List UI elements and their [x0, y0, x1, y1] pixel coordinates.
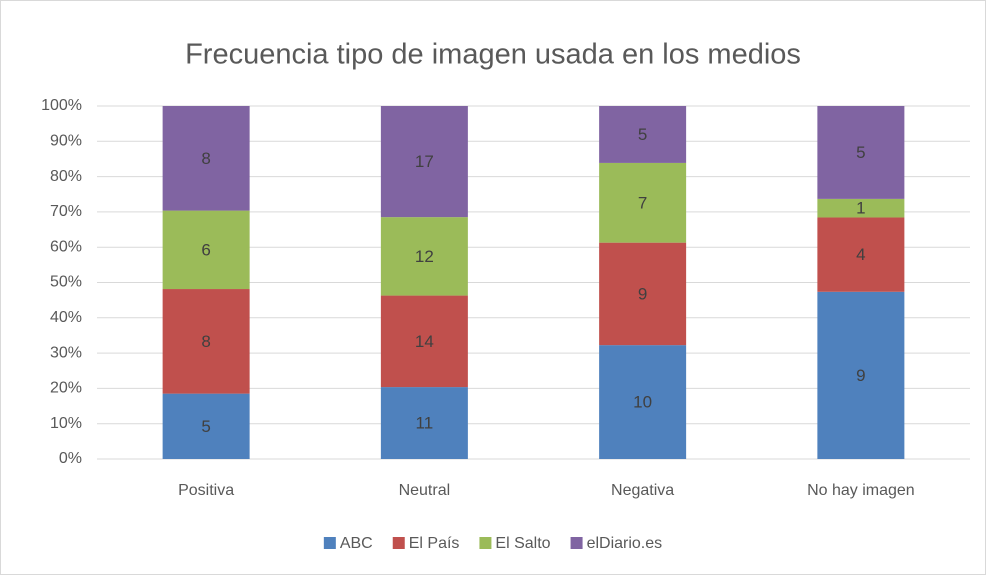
bar-segment: [380, 295, 468, 388]
data-label: 14: [415, 332, 434, 351]
data-label: 7: [638, 193, 647, 212]
bar-segment: [380, 217, 468, 296]
data-label: 9: [638, 284, 647, 303]
x-tick-label: Neutral: [399, 482, 451, 499]
bar-segment: [599, 345, 687, 459]
legend-label: ABC: [340, 535, 373, 552]
data-label: 10: [633, 393, 652, 412]
legend-label: El País: [409, 535, 460, 552]
chart-title: Frecuencia tipo de imagen usada en los m…: [185, 39, 801, 71]
y-tick-label: 30%: [50, 344, 82, 361]
bar-segment: [162, 106, 250, 211]
legend-swatch: [323, 537, 336, 549]
bar-segment: [817, 217, 905, 292]
y-tick-label: 50%: [50, 274, 82, 291]
legend-swatch: [570, 537, 583, 549]
bar-segment: [162, 393, 250, 459]
data-label: 8: [201, 149, 210, 168]
data-label: 4: [856, 245, 865, 264]
data-label: 9: [856, 366, 865, 385]
x-tick-label: Negativa: [611, 482, 674, 499]
data-label: 5: [856, 143, 865, 162]
y-tick-label: 20%: [50, 380, 82, 397]
data-label: 5: [201, 417, 210, 436]
legend-label: El Salto: [495, 535, 550, 552]
data-label: 1: [856, 199, 865, 218]
y-tick-label: 100%: [41, 97, 82, 114]
bar-segment: [817, 291, 905, 459]
legend-label: elDiario.es: [587, 535, 663, 552]
bar-segment: [380, 106, 468, 218]
bar-segment: [162, 210, 250, 290]
y-tick-label: 90%: [50, 133, 82, 150]
bar-segment: [599, 162, 687, 243]
y-tick-label: 0%: [59, 450, 82, 467]
y-tick-label: 60%: [50, 238, 82, 255]
y-tick-label: 80%: [50, 168, 82, 185]
x-tick-label: Positiva: [178, 482, 234, 499]
data-label: 17: [415, 152, 434, 171]
legend-swatch: [392, 537, 405, 549]
data-label: 5: [638, 125, 647, 144]
y-tick-label: 70%: [50, 203, 82, 220]
bar-segment: [162, 289, 250, 394]
data-label: 6: [201, 240, 210, 259]
data-label: 12: [415, 247, 434, 266]
x-tick-label: No hay imagen: [807, 482, 915, 499]
bar-segment: [817, 106, 905, 199]
bar-segment: [817, 198, 905, 218]
bar-segment: [599, 106, 687, 163]
bar-segment: [380, 387, 468, 459]
data-label: 11: [416, 414, 434, 433]
y-tick-label: 40%: [50, 309, 82, 326]
legend-swatch: [479, 537, 492, 549]
data-label: 8: [201, 332, 210, 351]
y-tick-label: 10%: [50, 415, 82, 432]
bar-segment: [599, 242, 687, 346]
